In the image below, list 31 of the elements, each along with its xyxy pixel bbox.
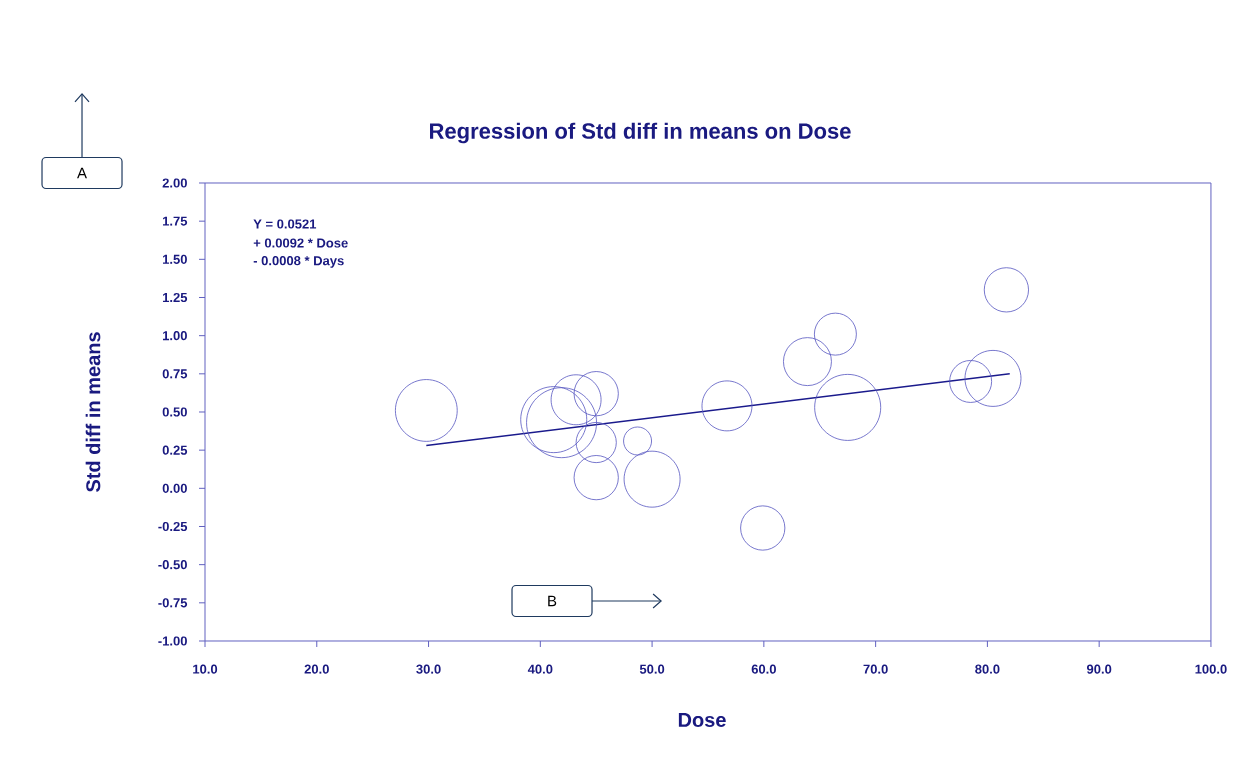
annotation: - 0.0008 * Days — [253, 256, 344, 268]
annotation: B — [548, 595, 557, 607]
annotation: Y = 0.0521 — [253, 219, 317, 229]
text: A — [77, 167, 87, 179]
y-tick-label: 1.50 — [162, 254, 187, 264]
y-tick-label: 0.00 — [162, 483, 187, 493]
annotation: + 0.0092 * Dose — [253, 238, 348, 248]
y-tick-label: -0.75 — [158, 598, 188, 608]
x-tick-label: 20.0 — [304, 664, 329, 674]
y-tick-label: -1.00 — [158, 636, 187, 646]
y-tick-label: 0.50 — [162, 407, 187, 417]
x-tick-label: 40.0 — [527, 664, 553, 674]
y-tick-label: 1.00 — [162, 331, 187, 341]
x-axis-title: Dose — [678, 713, 726, 727]
x-tick-label: 80.0 — [975, 664, 1000, 674]
y-tick-label: -0.25 — [158, 521, 188, 532]
x-tick-label: 70.0 — [863, 664, 888, 674]
y-tick-label: 0.25 — [162, 445, 188, 455]
y-tick-label: 1.25 — [162, 292, 188, 303]
y-tick-label: 2.00 — [162, 178, 187, 188]
x-tick-label: 100.0 — [1195, 664, 1227, 674]
y-tick-label: 0.75 — [162, 369, 188, 379]
chart-title: Regression of Std diff in means on Dose — [430, 122, 851, 144]
x-tick-label: 30.0 — [416, 664, 441, 674]
y-tick-label: -0.50 — [158, 560, 187, 570]
y-tick-label: 1.75 — [162, 216, 188, 226]
x-tick-label: 50.0 — [639, 664, 665, 674]
x-tick-label: 10.0 — [193, 664, 218, 674]
y-axis-title: Std diff in means — [85, 332, 101, 492]
x-tick-label: 60.0 — [751, 664, 776, 674]
x-tick-label: 90.0 — [1086, 664, 1112, 674]
